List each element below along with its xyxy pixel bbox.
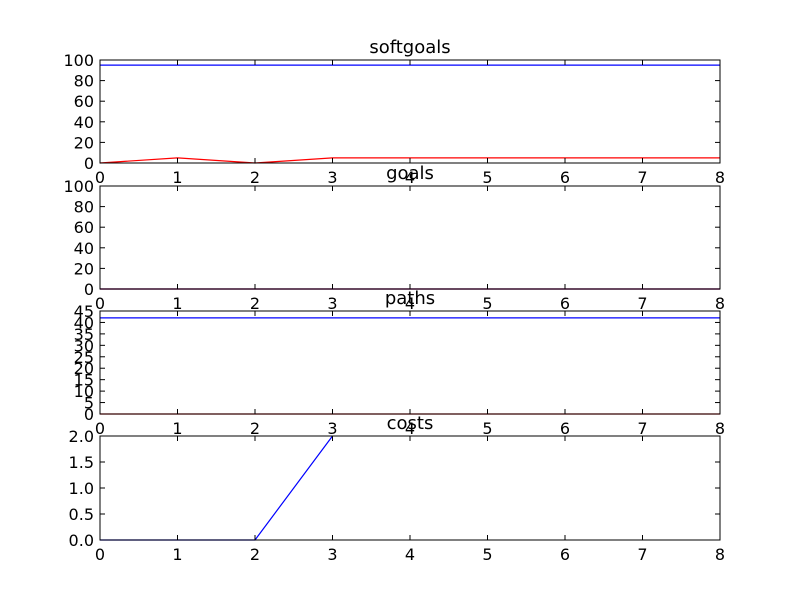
y-tick-label: 5 xyxy=(84,394,94,413)
y-tick-label: 2.0 xyxy=(69,427,94,446)
series-line-2 xyxy=(99,157,720,164)
x-tick-label: 5 xyxy=(482,545,492,564)
y-tick-label: 35 xyxy=(74,325,94,344)
x-tick-label: 4 xyxy=(405,168,415,187)
x-tick-label: 6 xyxy=(560,419,570,438)
y-tick-label: 20 xyxy=(74,133,94,152)
y-tick-label: 1.0 xyxy=(69,479,94,498)
subplot-title: paths xyxy=(385,288,435,309)
x-tick-label: 3 xyxy=(327,419,337,438)
subplot-title: costs xyxy=(387,413,434,434)
y-tick-label: 0.5 xyxy=(69,505,94,524)
y-tick-label: 0 xyxy=(84,280,94,299)
y-tick-label: 0 xyxy=(84,154,94,173)
x-tick-label: 3 xyxy=(327,545,337,564)
y-tick-label: 20 xyxy=(74,259,94,278)
x-tick-label: 1 xyxy=(172,294,182,313)
x-tick-label: 1 xyxy=(172,419,182,438)
y-tick-label: 1.5 xyxy=(69,453,94,472)
x-tick-label: 4 xyxy=(405,419,415,438)
x-tick-label: 2 xyxy=(250,419,260,438)
subplot-costs: 0 1 2 3 4 5 6 7 8 0.0 0.5 1.0 1.5 2.0 costs xyxy=(69,413,726,564)
y-tick-label: 25 xyxy=(74,348,94,367)
series-line-1 xyxy=(100,435,333,541)
x-tick-label: 4 xyxy=(405,294,415,313)
x-tick-label: 0 xyxy=(95,419,105,438)
x-tick-label: 6 xyxy=(560,168,570,187)
x-tick-label: 7 xyxy=(637,419,647,438)
x-tick-label: 0 xyxy=(95,545,105,564)
x-tick-label: 8 xyxy=(715,168,725,187)
x-tick-label: 5 xyxy=(482,294,492,313)
x-tick-label: 0 xyxy=(95,294,105,313)
y-tick-label: 15 xyxy=(74,371,94,390)
x-tick-label: 3 xyxy=(327,294,337,313)
axes-frame xyxy=(99,59,721,164)
x-tick-label: 3 xyxy=(327,168,337,187)
y-tick-label: 20 xyxy=(74,359,94,378)
y-tick-label: 45 xyxy=(74,302,94,321)
axes-frame xyxy=(99,435,721,541)
subplot-title: softgoals xyxy=(369,37,450,58)
y-tick-label: 40 xyxy=(74,313,94,332)
y-tick-label: 30 xyxy=(74,336,94,355)
axes-frame xyxy=(99,310,721,415)
x-tick-label: 1 xyxy=(172,168,182,187)
y-tick-label: 80 xyxy=(74,72,94,91)
y-tick-label: 60 xyxy=(74,92,94,111)
x-tick-label: 5 xyxy=(482,419,492,438)
x-tick-label: 2 xyxy=(250,168,260,187)
subplot-title: goals xyxy=(386,163,434,184)
x-tick-label: 8 xyxy=(715,545,725,564)
y-tick-label: 40 xyxy=(74,113,94,132)
y-tick-label: 100 xyxy=(63,177,94,196)
x-tick-label: 8 xyxy=(715,419,725,438)
x-tick-label: 8 xyxy=(715,294,725,313)
y-tick-label: 0 xyxy=(84,405,94,424)
y-tick-label: 10 xyxy=(74,382,94,401)
y-tick-label: 60 xyxy=(74,218,94,237)
y-tick-label: 80 xyxy=(74,198,94,217)
x-tick-label: 7 xyxy=(637,294,647,313)
x-tick-label: 1 xyxy=(172,545,182,564)
x-tick-label: 7 xyxy=(637,545,647,564)
x-tick-label: 2 xyxy=(250,545,260,564)
axes-frame xyxy=(99,185,721,290)
y-tick-label: 100 xyxy=(63,51,94,70)
x-tick-label: 6 xyxy=(560,294,570,313)
x-tick-label: 0 xyxy=(95,168,105,187)
x-tick-label: 7 xyxy=(637,168,647,187)
x-tick-label: 6 xyxy=(560,545,570,564)
y-tick-label: 0.0 xyxy=(69,531,94,550)
x-tick-label: 5 xyxy=(482,168,492,187)
x-tick-label: 4 xyxy=(405,545,415,564)
x-tick-label: 2 xyxy=(250,294,260,313)
y-tick-label: 40 xyxy=(74,239,94,258)
